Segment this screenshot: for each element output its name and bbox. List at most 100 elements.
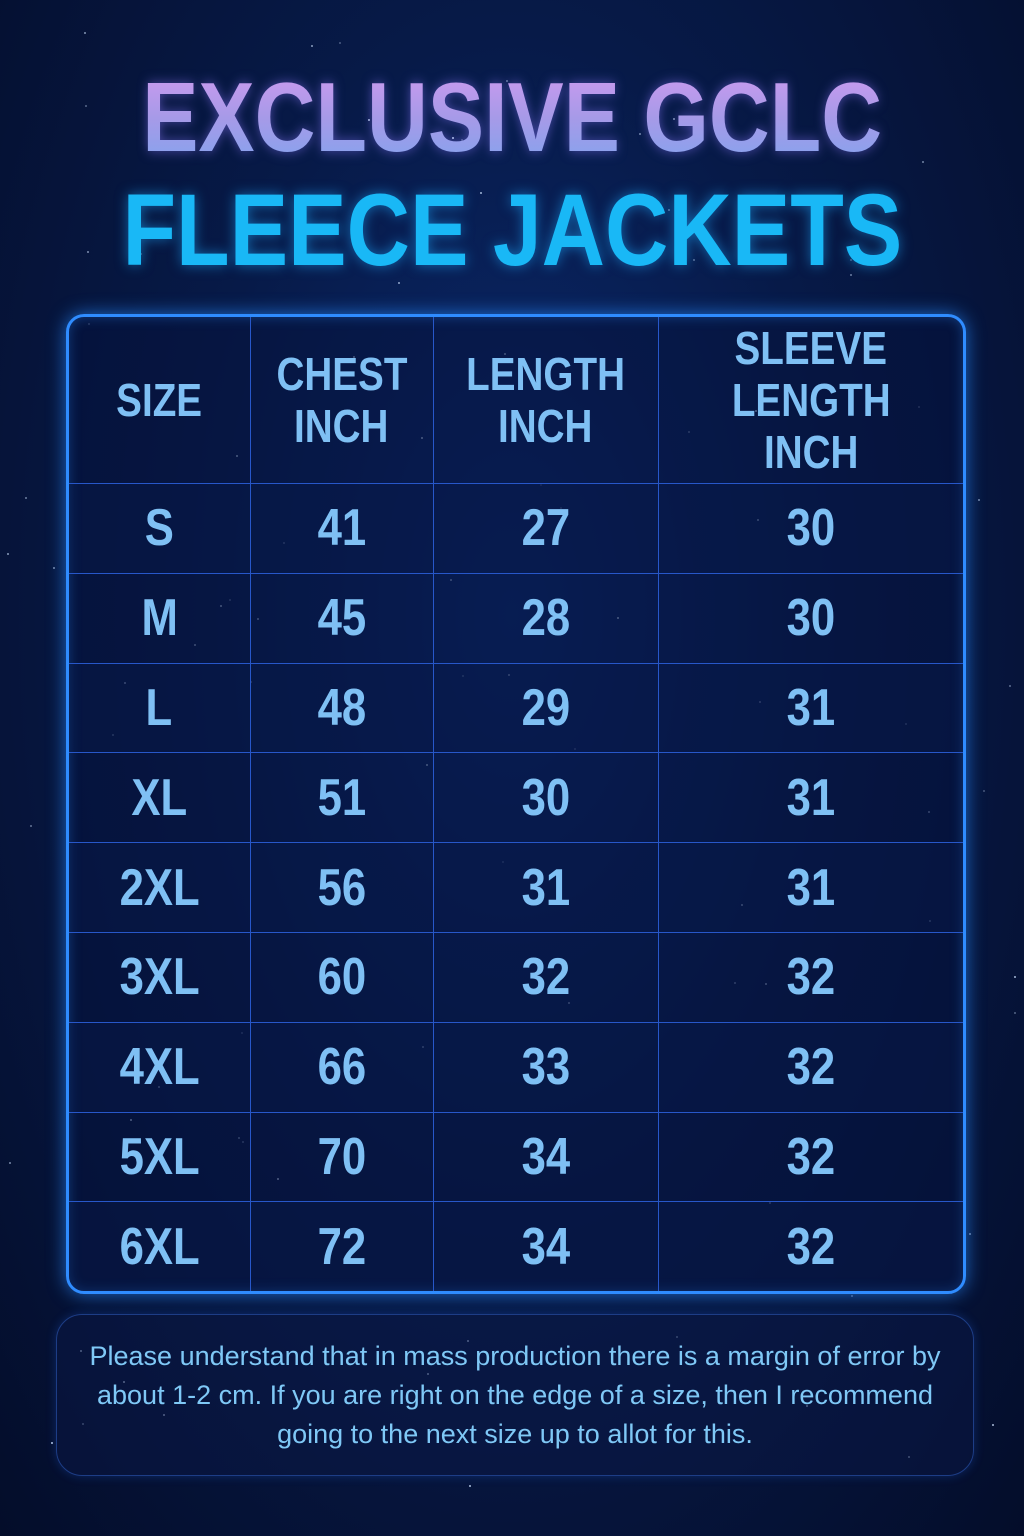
cell-value: 32 (786, 1038, 836, 1097)
cell-value: L (145, 678, 173, 737)
cell-value: 2XL (119, 858, 200, 917)
star (638, 132, 641, 135)
cell-value: 31 (786, 768, 836, 827)
cell-value: 5XL (119, 1127, 200, 1186)
star (693, 258, 696, 261)
star (1013, 975, 1016, 978)
cell-value: 33 (521, 1038, 570, 1097)
star (991, 1423, 994, 1426)
star (398, 282, 401, 285)
title-line-1: EXCLUSIVE GCLC (0, 62, 1024, 172)
size-cell: L (69, 662, 251, 754)
measurement-cell: 32 (657, 1111, 963, 1203)
column-header-line1: LENGTH (466, 348, 625, 400)
cell-value: 41 (317, 499, 366, 558)
measurement-cell: 48 (249, 662, 434, 754)
cell-value: 29 (521, 678, 570, 737)
star (51, 1442, 54, 1445)
cell-value: 30 (521, 768, 570, 827)
table-row: S 41 27 30 (69, 483, 963, 574)
table-row: 2XL 56 31 31 (69, 842, 963, 933)
star (29, 824, 32, 827)
star (450, 115, 453, 118)
star (81, 1422, 84, 1425)
measurement-cell: 31 (657, 752, 963, 844)
star (676, 1335, 679, 1338)
star (52, 566, 55, 569)
measurement-cell: 72 (249, 1201, 434, 1291)
measurement-cell: 27 (432, 483, 659, 574)
measurement-cell: 45 (249, 572, 434, 664)
cell-value: 30 (786, 589, 836, 648)
size-cell: 3XL (69, 931, 251, 1023)
star (7, 552, 10, 555)
star (123, 1380, 126, 1383)
column-header-line2: LENGTH INCH (731, 374, 891, 478)
measurement-cell: 30 (657, 572, 963, 664)
size-cell: 2XL (69, 842, 251, 933)
measurement-cell: 31 (657, 842, 963, 933)
cell-value: 34 (521, 1127, 570, 1186)
measurement-cell: 32 (657, 1201, 963, 1291)
measurement-cell: 32 (432, 931, 659, 1023)
sizing-note-text: Please understand that in mass productio… (89, 1341, 941, 1449)
size-chart-table: SIZE CHEST INCH LENGTH INCH SLEEVE LENGTH INCH… (66, 314, 966, 1294)
star (480, 192, 483, 195)
star (338, 42, 341, 45)
cell-value: 28 (521, 589, 570, 648)
size-cell: 6XL (69, 1201, 251, 1291)
column-header-line1: SLEEVE (734, 322, 887, 374)
cell-value: 31 (521, 858, 570, 917)
star (84, 105, 87, 108)
table-row: 4XL 66 33 32 (69, 1021, 963, 1113)
cell-value: M (141, 589, 178, 648)
table-row: M 45 28 30 (69, 572, 963, 664)
cell-value: 51 (317, 768, 366, 827)
measurement-cell: 56 (249, 842, 434, 933)
cell-value: 66 (317, 1038, 366, 1097)
star (87, 250, 90, 253)
star (673, 117, 676, 120)
cell-value: 31 (786, 678, 836, 737)
cell-value: S (144, 499, 174, 558)
cell-value: 31 (786, 858, 836, 917)
star (427, 1373, 430, 1376)
star (461, 138, 464, 141)
star (80, 1349, 83, 1352)
measurement-cell: 28 (432, 572, 659, 664)
measurement-cell: 60 (249, 931, 434, 1023)
table-row: 3XL 60 32 32 (69, 931, 963, 1023)
measurement-cell: 34 (432, 1111, 659, 1203)
size-cell: M (69, 572, 251, 664)
measurement-cell: 31 (432, 842, 659, 933)
cell-value: 27 (521, 499, 570, 558)
column-header-line1: SIZE (116, 374, 203, 426)
table-row: 6XL 72 34 32 (69, 1201, 963, 1291)
column-header-line2: INCH (498, 400, 593, 452)
cell-value: 70 (317, 1127, 366, 1186)
measurement-cell: 41 (249, 483, 434, 574)
star (467, 1339, 470, 1342)
measurement-cell: 70 (249, 1111, 434, 1203)
star (469, 1485, 472, 1488)
cell-value: 32 (786, 948, 836, 1007)
table-row: L 48 29 31 (69, 662, 963, 754)
table-row: 5XL 70 34 32 (69, 1111, 963, 1203)
star (454, 1355, 457, 1358)
measurement-cell: 32 (657, 1021, 963, 1113)
star (139, 252, 142, 255)
star (500, 98, 503, 101)
measurement-cell: 33 (432, 1021, 659, 1113)
measurement-cell: 34 (432, 1201, 659, 1291)
size-cell: 5XL (69, 1111, 251, 1203)
size-cell: S (69, 483, 251, 574)
star (850, 273, 853, 276)
star (451, 137, 454, 140)
star (982, 790, 985, 793)
title-line-2: FLEECE JACKETS (0, 175, 1024, 285)
column-header-line2: INCH (294, 400, 389, 452)
sizing-note: Please understand that in mass productio… (56, 1314, 974, 1476)
star (83, 32, 86, 35)
star (806, 1405, 809, 1408)
size-cell: XL (69, 752, 251, 844)
